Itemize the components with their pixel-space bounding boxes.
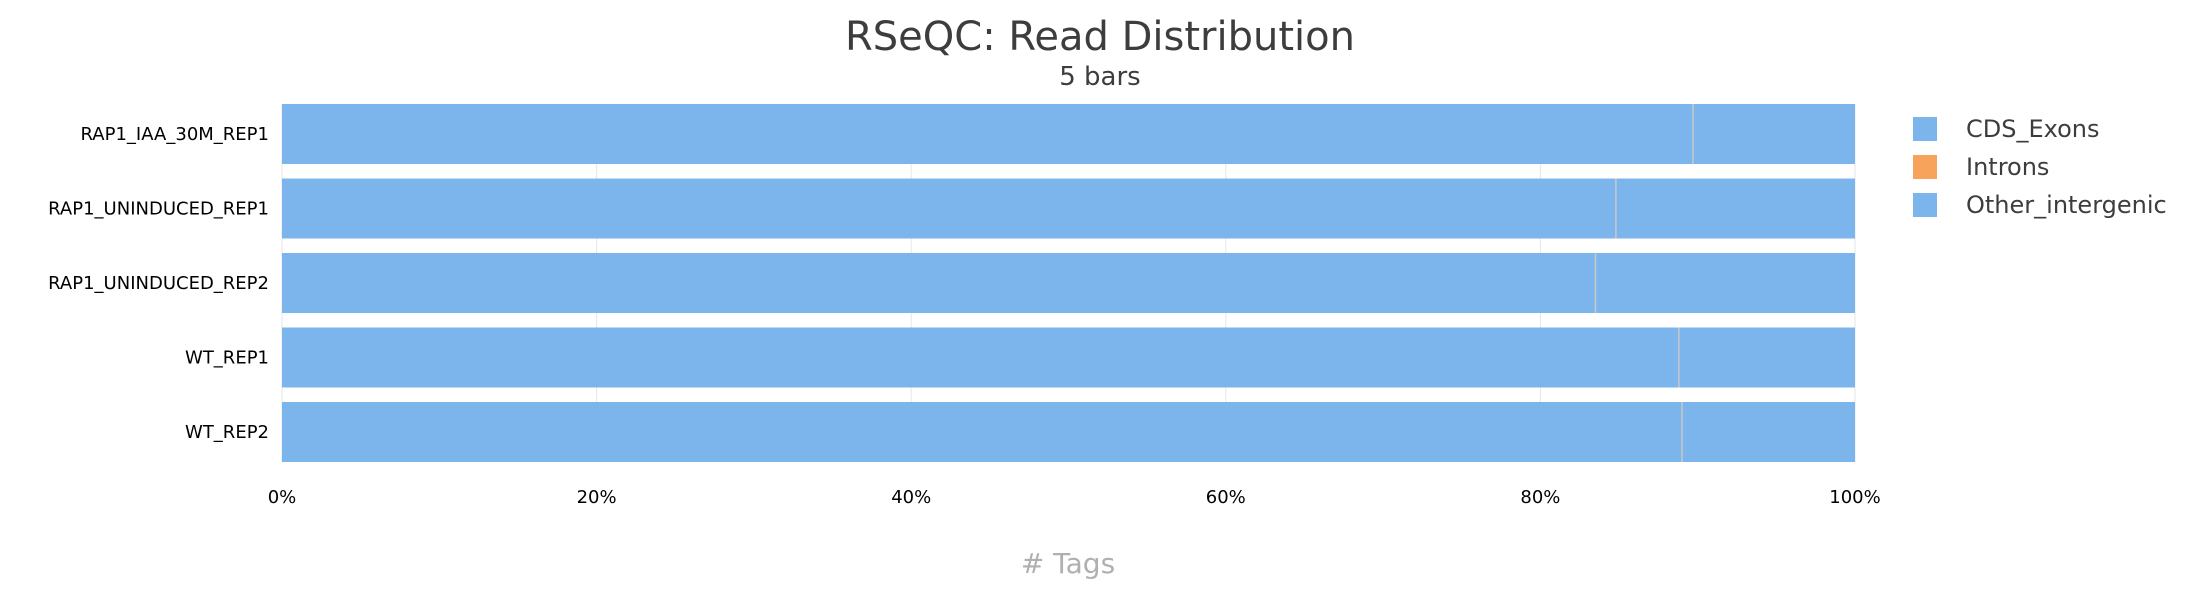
- legend-swatch: [1913, 117, 1937, 141]
- x-tick-label: 60%: [1206, 487, 1246, 508]
- category-label: WT_REP1: [185, 348, 269, 369]
- category-labels: RAP1_IAA_30M_REP1 RAP1_UNINDUCED_REP1 RAP1…: [48, 124, 269, 443]
- bar-segment-other-intergenic[interactable]: [1678, 327, 1855, 388]
- legend-swatch: [1913, 155, 1937, 179]
- chart-subtitle: 5 bars: [1059, 62, 1140, 92]
- x-tick-label: 100%: [1829, 487, 1880, 508]
- x-tick-label: 40%: [891, 487, 931, 508]
- chart-title: RSeQC: Read Distribution: [845, 14, 1355, 60]
- bar-segment-cds-exons[interactable]: [282, 402, 1682, 462]
- x-tick-label: 0%: [268, 487, 297, 508]
- x-tick-label: 20%: [577, 487, 617, 508]
- legend-item-cds-exons[interactable]: CDS_Exons: [1913, 115, 2100, 143]
- bar-segment-cds-exons[interactable]: [282, 178, 1616, 239]
- bar-segment-other-intergenic[interactable]: [1692, 104, 1855, 164]
- legend-label: Other_intergenic: [1966, 191, 2167, 219]
- bar-segment-cds-exons[interactable]: [282, 253, 1596, 313]
- legend-item-introns[interactable]: Introns: [1913, 153, 2049, 181]
- bar-segment-cds-exons[interactable]: [282, 104, 1693, 164]
- category-label: RAP1_UNINDUCED_REP2: [48, 273, 269, 294]
- x-axis-label: # Tags: [1021, 547, 1115, 580]
- x-axis-ticks: 0% 20% 40% 60% 80% 100%: [268, 487, 1881, 508]
- category-label: RAP1_UNINDUCED_REP1: [48, 199, 269, 220]
- bar-segment-other-intergenic[interactable]: [1615, 178, 1855, 239]
- legend: CDS_Exons Introns Other_intergenic: [1913, 115, 2167, 219]
- bar-area: [282, 104, 1855, 462]
- bar-segment-other-intergenic[interactable]: [1595, 253, 1855, 313]
- x-tick-label: 80%: [1520, 487, 1560, 508]
- bar-segment-cds-exons[interactable]: [282, 327, 1679, 388]
- bar-segment-other-intergenic[interactable]: [1681, 402, 1855, 462]
- category-label: RAP1_IAA_30M_REP1: [81, 124, 269, 145]
- legend-swatch: [1913, 193, 1937, 217]
- legend-label: CDS_Exons: [1966, 115, 2100, 143]
- legend-item-other-intergenic[interactable]: Other_intergenic: [1913, 191, 2167, 219]
- category-label: WT_REP2: [185, 422, 269, 443]
- legend-label: Introns: [1966, 153, 2049, 181]
